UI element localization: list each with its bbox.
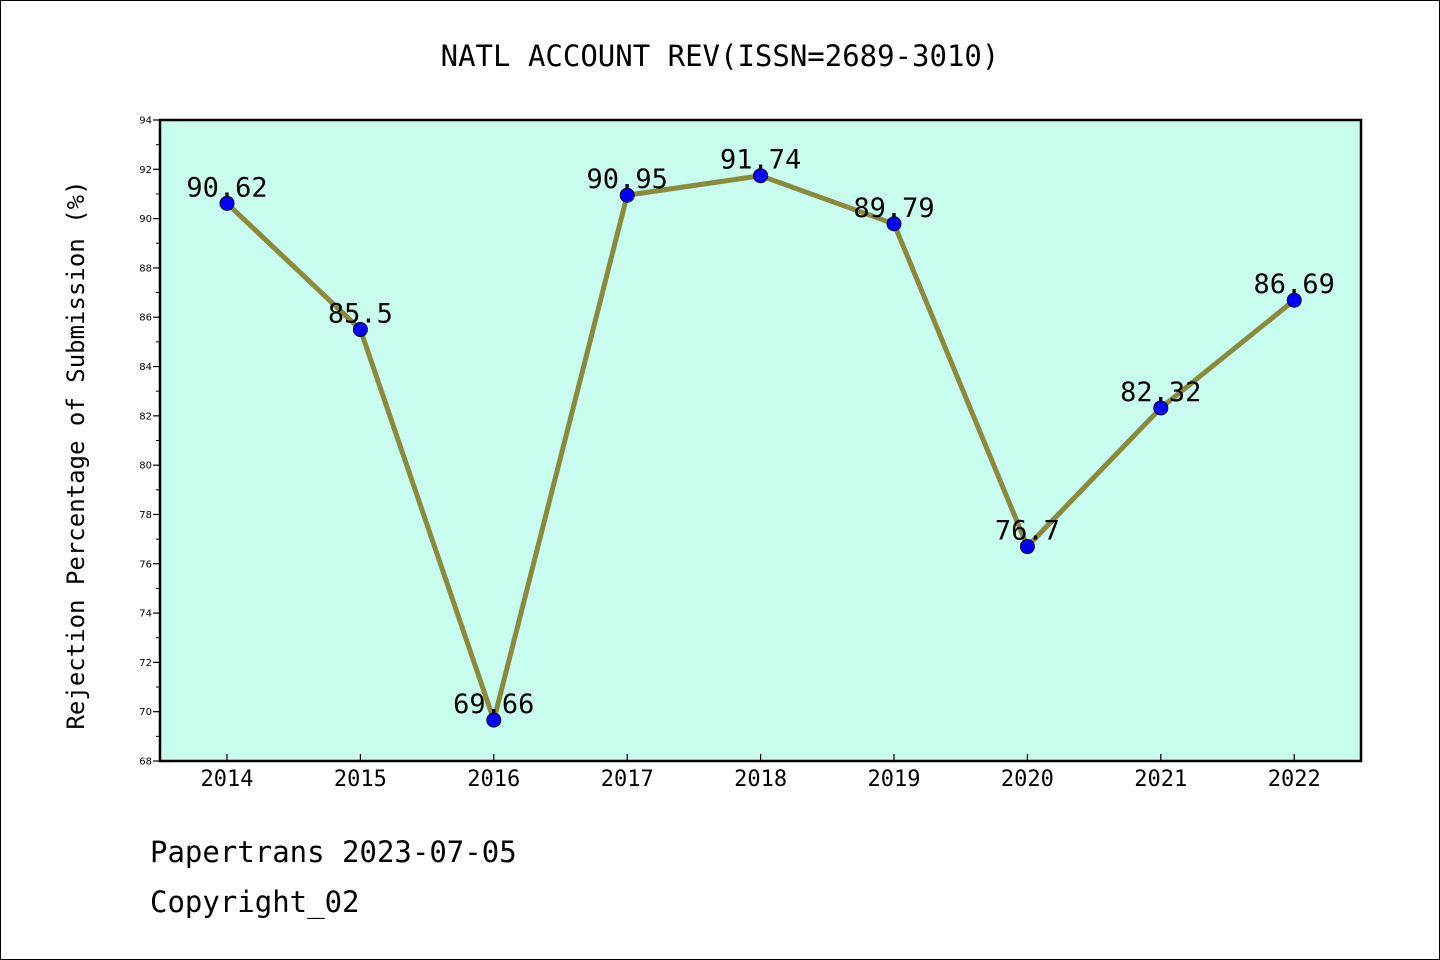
y-tick-label: 70: [139, 707, 152, 718]
y-tick-label: 80: [139, 461, 152, 472]
y-tick-label: 84: [139, 362, 152, 373]
x-tick-label: 2017: [601, 767, 654, 792]
chart-title: NATL ACCOUNT REV(ISSN=2689-3010): [441, 39, 1000, 73]
x-tick-label: 2016: [467, 767, 520, 792]
x-tick-label: 2020: [1001, 767, 1054, 792]
footer-copyright: Copyright_02: [150, 885, 360, 919]
x-tick-label: 2019: [868, 767, 921, 792]
y-tick-label: 92: [139, 165, 152, 176]
footer-source: Papertrans 2023-07-05: [150, 835, 517, 869]
plot-area: [158, 118, 1363, 763]
y-tick-label: 74: [139, 609, 152, 620]
data-label: 82.32: [1120, 377, 1201, 408]
data-point: [219, 195, 235, 211]
data-point: [1153, 400, 1169, 416]
y-tick-label: 68: [139, 757, 152, 768]
data-point: [753, 168, 769, 184]
data-labels: 90.62 85.5 69.66 90.95 91.74 89.79 76.7 82.32 86…: [186, 145, 1334, 720]
y-tick-label: 86: [139, 313, 152, 324]
y-axis: 68 70 72 74 76 78 80 82 84 86 88 90 92 94: [139, 116, 160, 768]
y-tick-label: 78: [139, 510, 152, 521]
data-label: 76.7: [995, 516, 1060, 547]
data-point: [886, 216, 902, 232]
x-tick-label: 2018: [734, 767, 787, 792]
data-point: [486, 712, 502, 728]
x-tick-label: 2022: [1268, 767, 1321, 792]
data-point: [1286, 292, 1302, 308]
y-tick-label: 94: [139, 116, 152, 127]
data-label: 89.79: [853, 193, 934, 224]
x-tick-label: 2014: [201, 767, 254, 792]
y-tick-label: 82: [139, 411, 152, 422]
y-tick-label: 90: [139, 214, 152, 225]
x-tick-label: 2015: [334, 767, 387, 792]
y-tick-label: 76: [139, 559, 152, 570]
data-label: 90.62: [186, 172, 267, 203]
y-tick-label: 72: [139, 658, 152, 669]
data-label: 69.66: [453, 689, 534, 720]
x-axis: 2014 2015 2016 2017 2018 2019 2020 2021 2022: [201, 754, 1321, 792]
data-point: [619, 187, 635, 203]
x-tick-label: 2021: [1134, 767, 1187, 792]
data-label: 90.95: [587, 164, 668, 195]
data-label: 86.69: [1254, 269, 1335, 300]
y-tick-label: 88: [139, 263, 152, 274]
data-label: 85.5: [328, 299, 393, 330]
data-point: [1019, 539, 1035, 555]
series-markers: [219, 168, 1302, 728]
y-axis-label: Rejection Percentage of Submission (%): [62, 180, 90, 729]
data-point: [352, 322, 368, 338]
data-label: 91.74: [720, 145, 801, 176]
